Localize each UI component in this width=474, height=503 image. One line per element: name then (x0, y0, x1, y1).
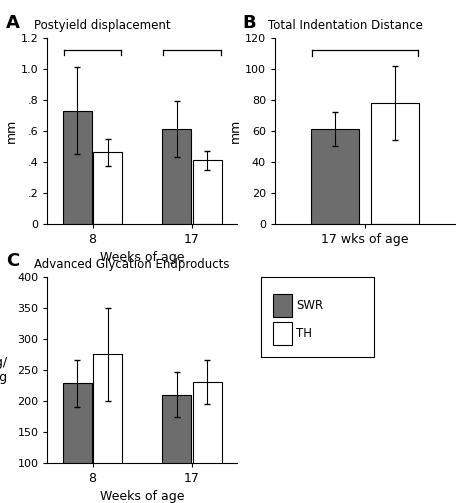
Bar (193, 160, 222, 224)
Bar (93, 354, 122, 503)
Bar (371, 103, 419, 224)
Bar (63, 383, 91, 503)
Bar (193, 382, 222, 503)
Y-axis label: mm: mm (229, 119, 242, 143)
Text: B: B (243, 14, 256, 32)
Text: C: C (6, 253, 19, 271)
Bar (311, 129, 359, 224)
Y-axis label: ng/
mg: ng/ mg (0, 356, 8, 384)
X-axis label: Weeks of age: Weeks of age (100, 252, 184, 265)
Bar (63, 111, 91, 224)
Text: Advanced Glycation Endproducts: Advanced Glycation Endproducts (34, 258, 229, 271)
Text: SWR: SWR (296, 299, 323, 312)
X-axis label: Weeks of age: Weeks of age (100, 490, 184, 503)
Bar (162, 394, 191, 503)
Text: TH: TH (296, 327, 312, 340)
Text: Total Indentation Distance: Total Indentation Distance (268, 19, 423, 32)
Bar (162, 129, 191, 224)
Bar (93, 152, 122, 224)
Y-axis label: mm: mm (5, 119, 18, 143)
Text: A: A (6, 14, 19, 32)
Text: Postyield displacement: Postyield displacement (34, 19, 171, 32)
